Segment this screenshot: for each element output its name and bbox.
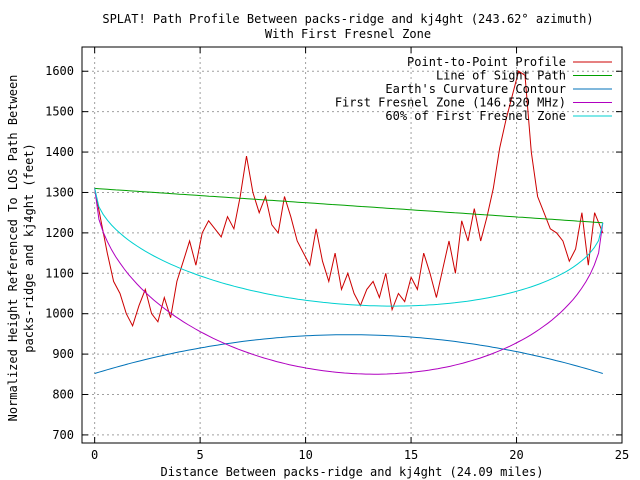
- chart-subtitle: With First Fresnel Zone: [265, 27, 431, 41]
- y-tick-label: 900: [52, 347, 74, 361]
- plot-border: [81, 46, 623, 444]
- x-axis-label: Distance Between packs-ridge and kj4ght …: [161, 465, 544, 479]
- legend-label: Line of Sight Path: [436, 69, 566, 83]
- x-tick-label: 25: [615, 448, 629, 462]
- x-tick-label: 5: [197, 448, 204, 462]
- y-tick-label: 700: [52, 428, 74, 442]
- series-first-fresnel-zone: [94, 188, 604, 375]
- legend-label: First Fresnel Zone (146.520 MHz): [335, 96, 566, 110]
- y-axis-label-line2: packs-ridge and kj4ght (feet): [22, 143, 36, 353]
- x-tick-label: 20: [509, 448, 523, 462]
- legend-label: 60% of First Fresnel Zone: [385, 109, 566, 123]
- y-tick-label: 800: [52, 388, 74, 402]
- ticks-layer: 0 5 10 15 20 25 700 800 900 1000 1100 1200 1300 1400 1…: [45, 47, 629, 462]
- series-layer: [94, 70, 604, 375]
- x-tick-label: 0: [91, 448, 98, 462]
- y-tick-label: 1400: [45, 145, 74, 159]
- y-tick-label: 1300: [45, 185, 74, 199]
- y-tick-label: 1500: [45, 105, 74, 119]
- series-earth-curvature: [94, 334, 603, 374]
- y-tick-label: 1000: [45, 307, 74, 321]
- legend-label: Point-to-Point Profile: [407, 55, 566, 69]
- x-tick-label: 15: [404, 448, 418, 462]
- legend-label: Earth's Curvature Contour: [385, 82, 566, 96]
- x-tick-label: 10: [298, 448, 312, 462]
- y-tick-label: 1600: [45, 64, 74, 78]
- series-60-percent-fresnel: [94, 188, 604, 307]
- y-tick-label: 1100: [45, 266, 74, 280]
- chart-title: SPLAT! Path Profile Between packs-ridge …: [102, 12, 593, 26]
- y-axis-label-line1: Normalized Height Referenced To LOS Path…: [6, 75, 20, 422]
- series-point-to-point-profile: [94, 70, 604, 328]
- y-tick-label: 1200: [45, 226, 74, 240]
- series-line-of-sight: [94, 187, 603, 224]
